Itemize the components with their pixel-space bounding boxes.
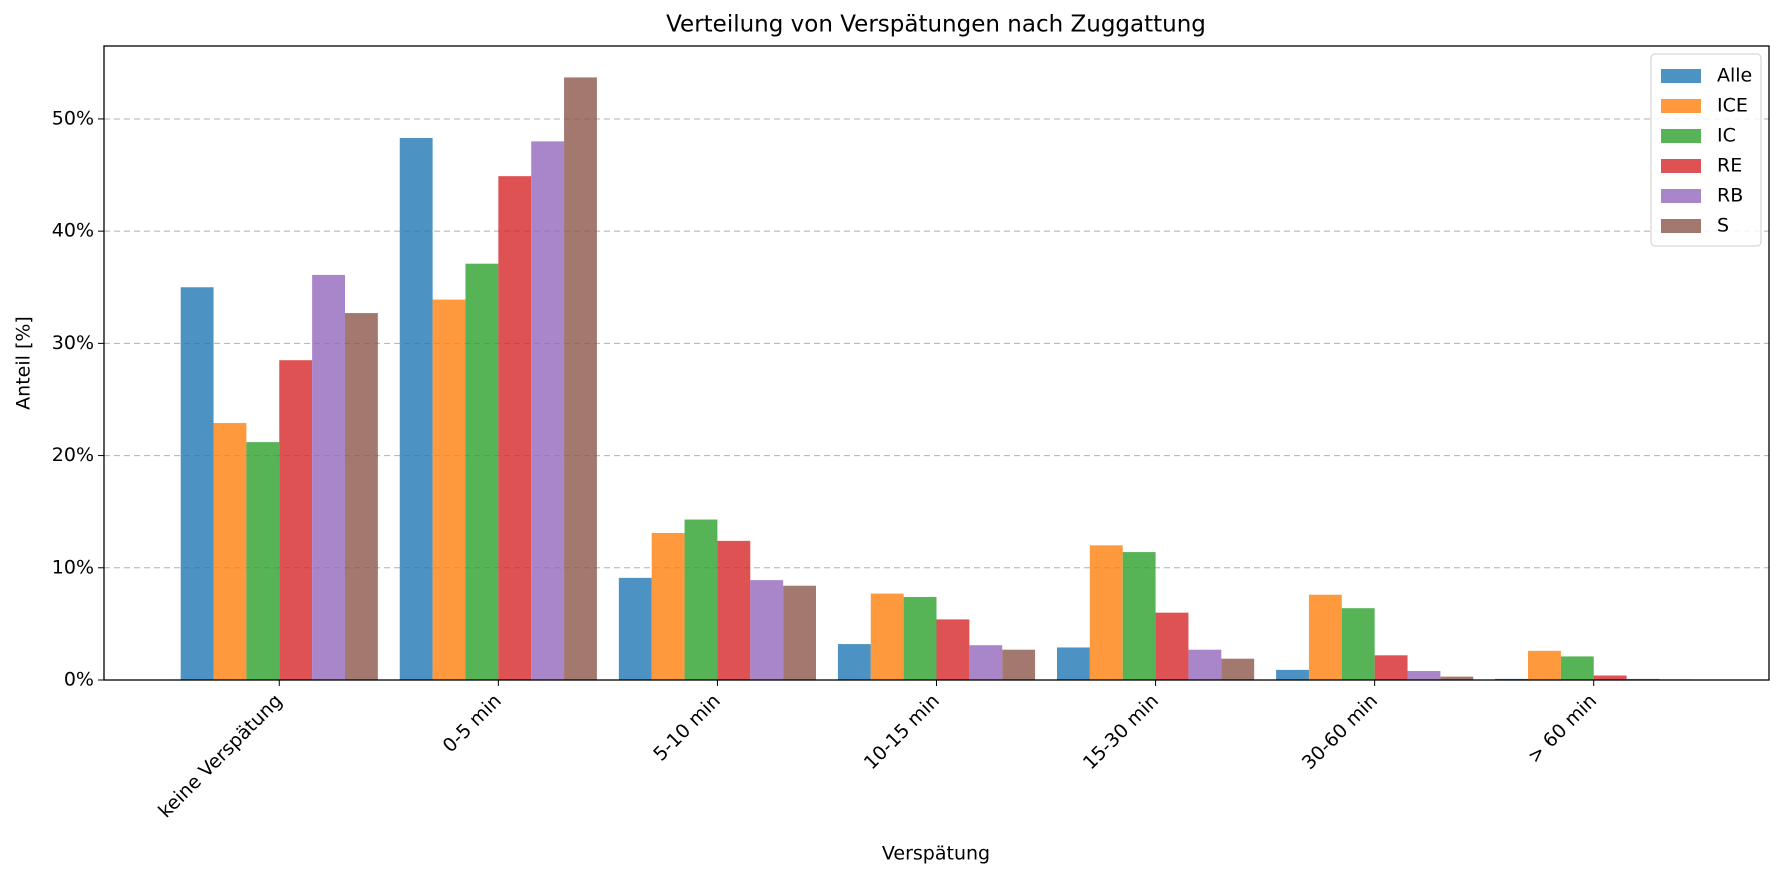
bar (432, 299, 466, 680)
bar (531, 141, 565, 681)
x-tick-label: 15-30 min (1079, 690, 1163, 774)
plot-frame (103, 45, 1770, 681)
bar (1188, 649, 1222, 680)
bar (1593, 675, 1627, 680)
bar (399, 138, 433, 680)
bar (465, 263, 499, 680)
y-axis-label: Anteil [%] (13, 316, 35, 410)
legend-label: Alle (1717, 65, 1752, 87)
bar (750, 580, 784, 680)
legend-label: RB (1717, 185, 1743, 207)
bar (651, 533, 685, 680)
x-tick-label: 0-5 min (439, 690, 506, 757)
bar (180, 287, 214, 680)
legend-swatch (1661, 189, 1701, 203)
bar (344, 313, 378, 680)
bar (213, 423, 247, 680)
bar (246, 442, 280, 680)
bar (1089, 545, 1123, 680)
bar (1341, 608, 1375, 680)
bar (1122, 552, 1156, 680)
bar (1056, 647, 1090, 680)
x-tick-label: keine Verspätung (154, 690, 286, 822)
bar (870, 593, 904, 680)
bar (969, 645, 1003, 680)
bar (783, 585, 817, 680)
bar (903, 596, 937, 680)
legend-swatch (1661, 219, 1701, 233)
bar (1276, 669, 1309, 680)
y-tick-label: 30% (52, 332, 94, 354)
legend-label: RE (1717, 155, 1742, 177)
bar (1560, 656, 1594, 680)
bar (1407, 671, 1441, 680)
bar (684, 519, 718, 680)
x-tick-label: 30-60 min (1298, 690, 1382, 774)
y-tick-label: 10% (52, 556, 94, 578)
bar (837, 644, 871, 680)
bar (1374, 655, 1408, 680)
x-axis-label: Verspätung (882, 843, 990, 865)
bar (1308, 594, 1342, 680)
bar (1221, 658, 1255, 680)
y-tick-label: 20% (52, 444, 94, 466)
bar (312, 274, 345, 680)
bar (279, 360, 313, 680)
legend-label: IC (1717, 125, 1736, 147)
bar (1528, 650, 1561, 680)
y-tick-label: 0% (64, 669, 94, 691)
bar (1155, 612, 1189, 680)
legend-swatch (1661, 99, 1701, 113)
legend-label: S (1717, 215, 1729, 237)
y-tick-label: 40% (52, 220, 94, 242)
legend-swatch (1661, 159, 1701, 173)
chart-title: Verteilung von Verspätungen nach Zuggatt… (666, 12, 1206, 38)
x-tick-label: 5-10 min (649, 690, 725, 766)
bar (498, 176, 532, 680)
bar (1440, 676, 1474, 680)
legend-swatch (1661, 69, 1701, 83)
y-tick-label: 50% (52, 107, 94, 129)
bar (1002, 649, 1036, 680)
x-tick-label: > 60 min (1523, 690, 1601, 768)
x-tick-label: 10-15 min (860, 690, 944, 774)
legend-swatch (1661, 129, 1701, 143)
bar (936, 619, 970, 680)
bar (618, 577, 652, 680)
legend-label: ICE (1717, 95, 1748, 117)
bar (717, 540, 751, 680)
bar (564, 77, 597, 680)
